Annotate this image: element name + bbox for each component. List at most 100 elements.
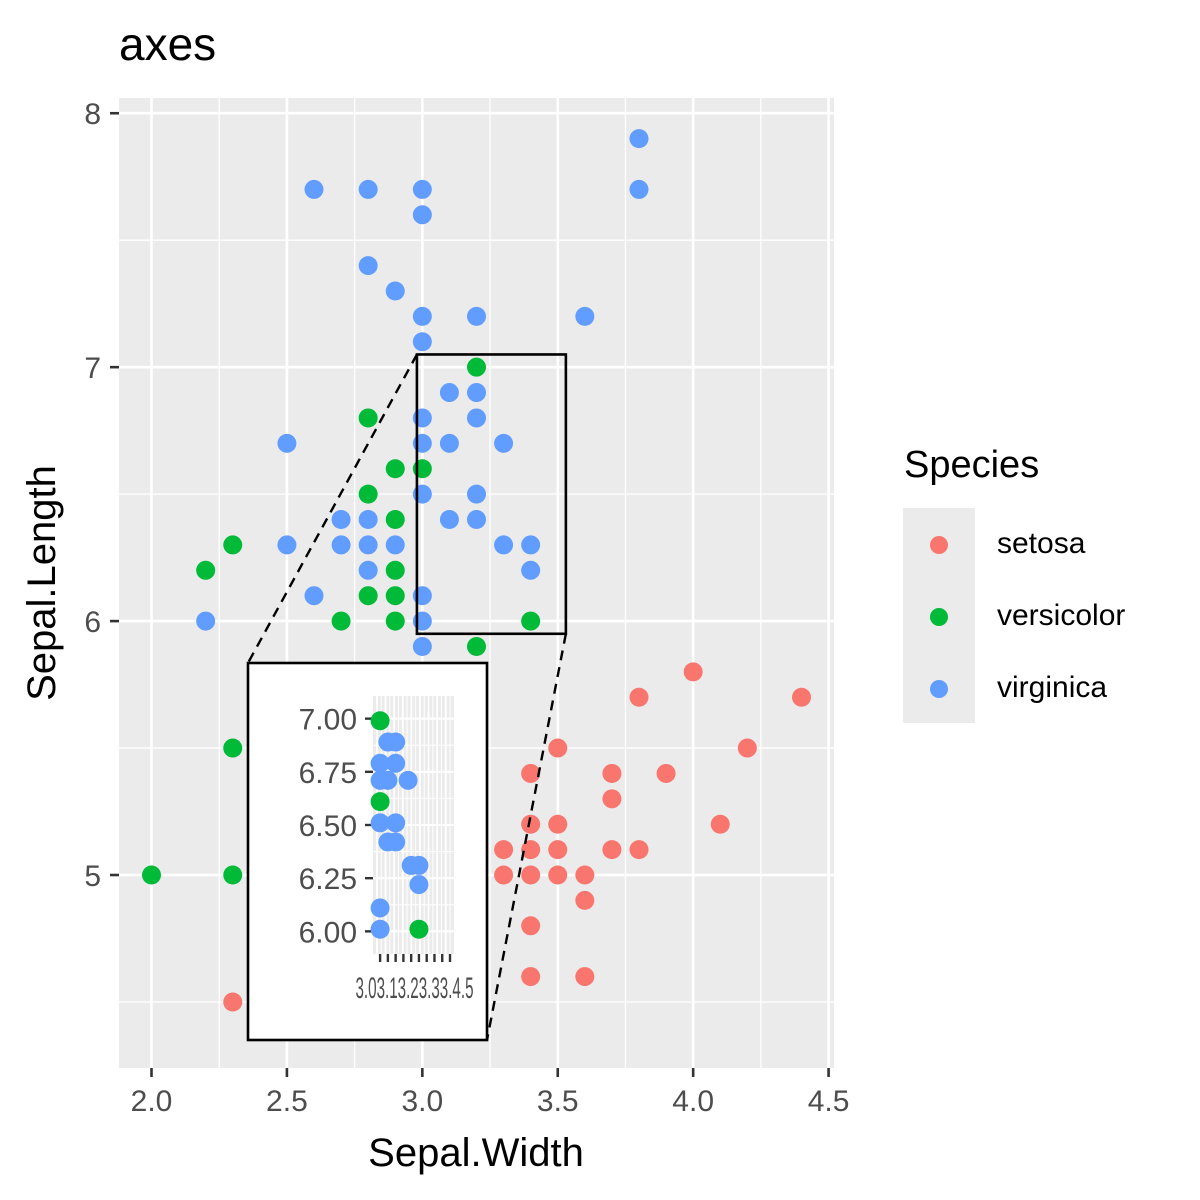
data-point-virginica: [521, 560, 541, 580]
data-point-setosa: [521, 840, 541, 860]
data-point-virginica: [412, 306, 432, 326]
inset-data-point-versicolor: [370, 792, 390, 812]
data-point-setosa: [548, 865, 568, 885]
data-point-setosa: [656, 763, 676, 783]
data-point-versicolor: [385, 459, 405, 479]
inset-data-point-virginica: [370, 919, 390, 939]
inset-y-tick-label: 6.00: [299, 916, 357, 949]
data-point-virginica: [629, 129, 649, 149]
chart-title: axes: [119, 18, 216, 70]
data-point-setosa: [548, 840, 568, 860]
legend-title: Species: [904, 444, 1040, 486]
inset-data-point-virginica: [386, 832, 406, 852]
data-point-virginica: [629, 179, 649, 199]
inset-data-point-virginica: [386, 813, 406, 833]
data-point-setosa: [223, 992, 243, 1012]
data-point-virginica: [439, 510, 459, 530]
data-point-virginica: [412, 636, 432, 656]
data-point-virginica: [385, 281, 405, 301]
y-tick-label: 8: [84, 98, 101, 131]
data-point-setosa: [602, 840, 622, 860]
data-point-versicolor: [385, 510, 405, 530]
data-point-virginica: [575, 306, 595, 326]
data-point-setosa: [521, 916, 541, 936]
data-point-setosa: [521, 967, 541, 987]
data-point-setosa: [521, 865, 541, 885]
data-point-versicolor: [331, 611, 351, 631]
data-point-virginica: [439, 383, 459, 403]
data-point-virginica: [521, 535, 541, 555]
data-point-versicolor: [467, 636, 486, 656]
axes: 2.0 2.5 3.0 3.5 4.0 4.5 5 6 7 8: [84, 98, 849, 1118]
data-point-virginica: [467, 510, 486, 530]
data-point-virginica: [358, 510, 378, 530]
data-point-virginica: [358, 256, 378, 276]
data-point-setosa: [575, 865, 595, 885]
x-tick-label: 3.5: [537, 1085, 579, 1118]
data-point-setosa: [629, 840, 649, 860]
inset-data-point-virginica: [386, 753, 406, 773]
y-axis-label: Sepal.Length: [20, 465, 64, 701]
x-axis-label: Sepal.Width: [368, 1131, 584, 1175]
zoom-connector-line: [246, 353, 418, 664]
y-tick-label: 5: [84, 860, 101, 893]
data-point-virginica: [494, 535, 514, 555]
data-point-virginica: [467, 484, 486, 504]
legend-label-setosa: setosa: [997, 527, 1086, 560]
data-point-setosa: [521, 763, 541, 783]
data-point-virginica: [358, 179, 378, 199]
legend-key-virginica: [930, 680, 948, 698]
data-point-versicolor: [358, 484, 378, 504]
data-point-setosa: [710, 814, 730, 834]
inset-y-tick-label: 6.50: [299, 810, 357, 843]
inset-y-tick-label: 7.00: [299, 704, 357, 737]
inset-x-tick-labels: 3.03.13.23.33.4.5: [356, 972, 474, 1005]
data-point-versicolor: [385, 586, 405, 606]
data-point-versicolor: [223, 535, 243, 555]
inset-y-tick-label: 6.75: [299, 757, 357, 790]
zoom-connector-line: [485, 633, 568, 1041]
inset-data-point-virginica: [370, 813, 390, 833]
inset-data-point-virginica: [386, 732, 406, 752]
data-point-setosa: [575, 967, 595, 987]
data-point-versicolor: [223, 865, 243, 885]
data-point-virginica: [467, 383, 486, 403]
data-point-versicolor: [521, 611, 541, 631]
data-point-setosa: [792, 687, 811, 707]
data-point-virginica: [358, 560, 378, 580]
data-point-versicolor: [358, 408, 378, 428]
inset-data-point-virginica: [370, 898, 390, 918]
x-tick-label: 2.5: [266, 1085, 308, 1118]
inset-y-tick-label: 6.25: [299, 863, 357, 896]
y-tick-label: 7: [84, 352, 101, 385]
x-tick-label: 4.5: [808, 1085, 850, 1118]
data-point-setosa: [548, 814, 568, 834]
data-point-setosa: [548, 738, 568, 758]
data-point-virginica: [331, 535, 351, 555]
data-point-setosa: [683, 662, 703, 682]
data-point-setosa: [575, 890, 595, 910]
x-tick-label: 3.0: [401, 1085, 443, 1118]
data-point-virginica: [412, 179, 432, 199]
inset-data-point-virginica: [398, 770, 418, 790]
data-point-virginica: [331, 510, 351, 530]
data-point-setosa: [494, 840, 514, 860]
x-tick-label: 2.0: [131, 1085, 173, 1118]
inset-data-point-virginica: [409, 855, 429, 875]
legend-label-virginica: virginica: [997, 671, 1108, 704]
data-point-setosa: [602, 789, 622, 809]
data-point-virginica: [494, 433, 514, 453]
data-point-virginica: [467, 306, 486, 326]
data-point-versicolor: [385, 560, 405, 580]
y-tick-label: 6: [84, 606, 101, 639]
legend-key-versicolor: [930, 608, 948, 626]
data-point-setosa: [602, 763, 622, 783]
inset-data-point-virginica: [378, 770, 398, 790]
legend-label-versicolor: versicolor: [997, 599, 1126, 632]
data-point-virginica: [412, 332, 432, 352]
data-point-setosa: [521, 814, 541, 834]
inset-plot: 6.00 6.25 6.50 6.75 7.00 3.03.13.23.33.4.5: [246, 661, 489, 1042]
data-point-virginica: [412, 205, 432, 225]
inset-data-point-virginica: [409, 875, 429, 895]
